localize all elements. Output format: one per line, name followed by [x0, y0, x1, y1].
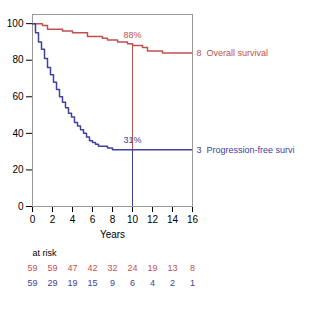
svg-text:59: 59	[47, 263, 57, 273]
svg-text:80: 80	[12, 54, 24, 65]
svg-text:0: 0	[18, 201, 24, 212]
svg-text:20: 20	[12, 164, 24, 175]
svg-text:6: 6	[130, 278, 135, 288]
svg-text:19: 19	[67, 278, 77, 288]
svg-text:8: 8	[190, 263, 195, 273]
svg-text:31%: 31%	[123, 135, 141, 145]
svg-text:3: 3	[197, 145, 202, 155]
svg-text:15: 15	[87, 278, 97, 288]
svg-text:59: 59	[27, 263, 37, 273]
svg-text:13: 13	[167, 263, 177, 273]
svg-text:4: 4	[70, 214, 76, 225]
svg-text:59: 59	[27, 278, 37, 288]
svg-text:0: 0	[30, 214, 36, 225]
svg-text:8: 8	[110, 214, 116, 225]
svg-text:42: 42	[87, 263, 97, 273]
svg-text:32: 32	[107, 263, 117, 273]
svg-text:4: 4	[150, 278, 155, 288]
svg-text:16: 16	[187, 214, 199, 225]
svg-text:40: 40	[12, 128, 24, 139]
svg-text:Years: Years	[100, 229, 125, 240]
svg-text:60: 60	[12, 91, 24, 102]
svg-text:6: 6	[90, 214, 96, 225]
svg-text:29: 29	[47, 278, 57, 288]
svg-text:47: 47	[67, 263, 77, 273]
svg-text:Overall survival: Overall survival	[207, 48, 269, 58]
svg-text:2: 2	[170, 278, 175, 288]
svg-text:12: 12	[147, 214, 159, 225]
svg-text:10: 10	[127, 214, 139, 225]
svg-text:100: 100	[7, 18, 24, 29]
svg-text:2: 2	[50, 214, 56, 225]
svg-text:at risk: at risk	[33, 248, 58, 258]
svg-text:9: 9	[110, 278, 115, 288]
svg-text:Progression-free survi: Progression-free survi	[207, 145, 295, 155]
svg-text:88%: 88%	[123, 30, 141, 40]
svg-text:14: 14	[167, 214, 179, 225]
svg-text:8: 8	[197, 48, 202, 58]
svg-text:19: 19	[147, 263, 157, 273]
svg-text:24: 24	[127, 263, 137, 273]
svg-text:1: 1	[190, 278, 195, 288]
